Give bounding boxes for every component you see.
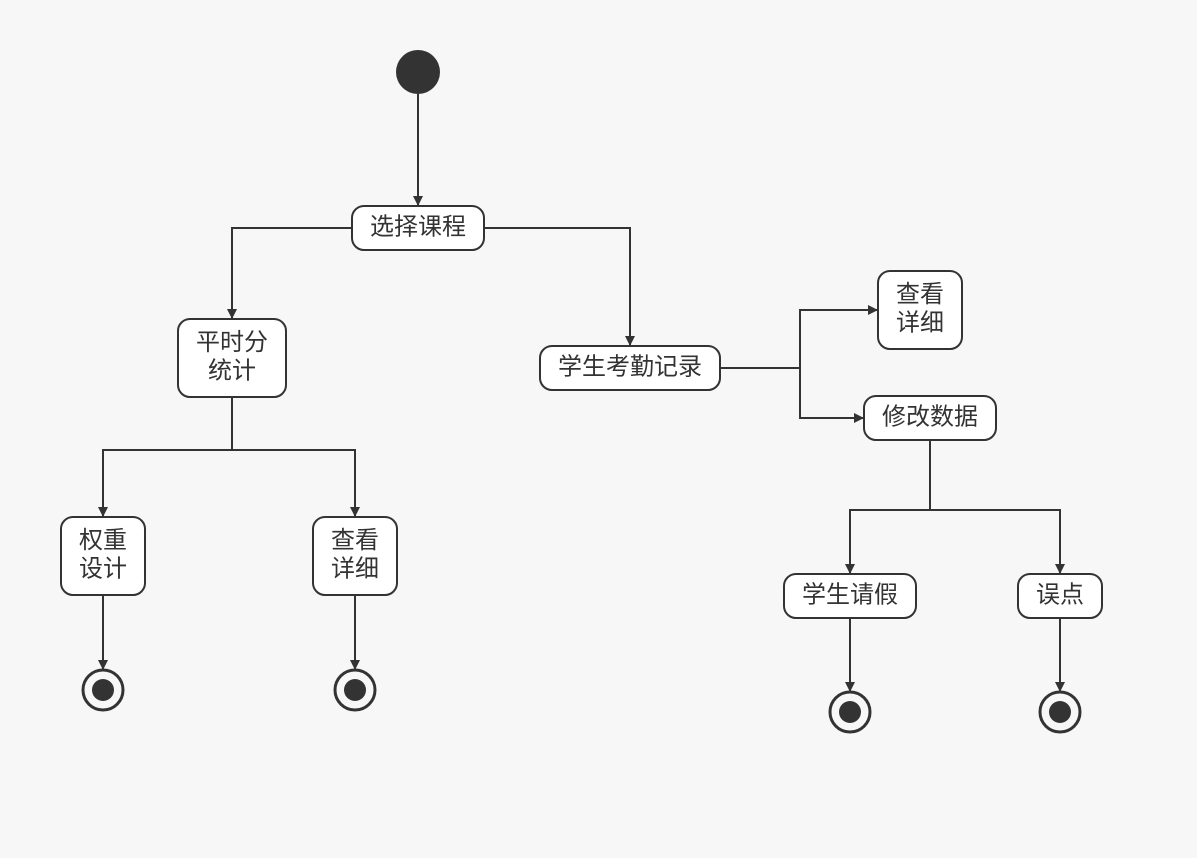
node-n5: 查看详细 xyxy=(313,517,397,595)
edge xyxy=(232,228,352,319)
node-label: 详细 xyxy=(896,310,944,337)
node-label: 平时分 xyxy=(196,329,268,356)
node-label: 详细 xyxy=(331,556,379,583)
node-end1 xyxy=(83,670,123,710)
node-end2 xyxy=(335,670,375,710)
node-start xyxy=(396,50,440,94)
node-n1: 选择课程 xyxy=(352,206,484,250)
node-label: 学生请假 xyxy=(802,581,898,608)
node-label: 修改数据 xyxy=(882,403,978,430)
node-n7: 修改数据 xyxy=(864,396,996,440)
edge xyxy=(484,228,630,346)
node-label: 学生考勤记录 xyxy=(558,353,702,380)
node-n6: 查看详细 xyxy=(878,271,962,349)
node-label: 统计 xyxy=(208,358,256,385)
node-label: 选择课程 xyxy=(370,213,466,240)
edge xyxy=(930,440,1060,574)
edge xyxy=(850,440,930,574)
edge xyxy=(720,368,864,418)
node-n8: 学生请假 xyxy=(784,574,916,618)
node-n3: 学生考勤记录 xyxy=(540,346,720,390)
node-label: 误点 xyxy=(1036,581,1084,608)
node-end4 xyxy=(1040,692,1080,732)
node-label: 查看 xyxy=(331,527,379,554)
node-n4: 权重设计 xyxy=(61,517,145,595)
edge xyxy=(232,397,355,517)
node-label: 权重 xyxy=(79,527,127,554)
node-label: 设计 xyxy=(79,556,127,583)
edge xyxy=(103,397,232,517)
node-label: 查看 xyxy=(896,281,944,308)
node-end3 xyxy=(830,692,870,732)
node-n9: 误点 xyxy=(1018,574,1102,618)
edge xyxy=(720,310,878,368)
activity-diagram: 选择课程平时分统计学生考勤记录权重设计查看详细查看详细修改数据学生请假误点 xyxy=(0,0,1197,858)
node-n2: 平时分统计 xyxy=(178,319,286,397)
